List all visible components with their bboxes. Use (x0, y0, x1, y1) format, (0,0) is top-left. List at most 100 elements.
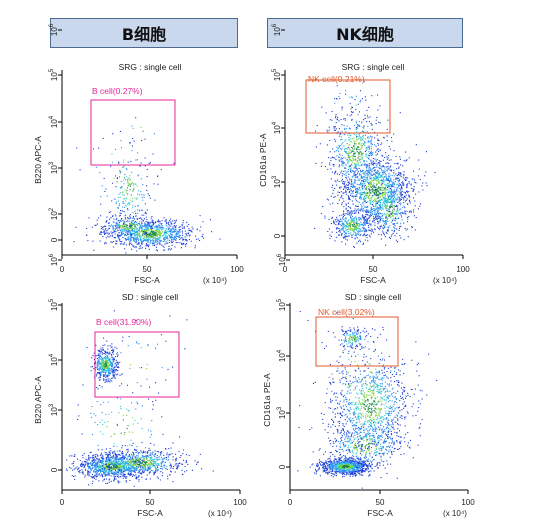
data-point (123, 243, 125, 245)
data-point (189, 234, 191, 236)
data-point (367, 170, 369, 172)
data-point (384, 192, 386, 194)
data-point (100, 228, 102, 230)
data-point (105, 365, 107, 367)
data-point (101, 365, 103, 367)
data-point (377, 220, 379, 222)
data-point (336, 85, 338, 87)
data-point (108, 481, 110, 483)
data-point (123, 233, 125, 235)
data-point (191, 226, 193, 228)
gate-rectangle (305, 79, 391, 134)
data-point (353, 141, 355, 143)
data-point (383, 226, 385, 228)
data-point (98, 217, 100, 219)
data-point (117, 366, 119, 368)
data-point (337, 148, 339, 150)
data-point (118, 232, 120, 234)
data-point (163, 232, 165, 234)
data-point (127, 178, 129, 180)
data-point (373, 177, 375, 179)
data-point (112, 371, 114, 373)
data-point (170, 240, 172, 242)
data-point (116, 369, 118, 371)
data-point (378, 160, 380, 162)
data-point (404, 180, 406, 182)
data-point (392, 209, 394, 211)
data-point (123, 223, 125, 225)
data-point (358, 231, 360, 233)
data-point (352, 225, 354, 227)
data-point (98, 461, 100, 463)
data-point (360, 176, 362, 178)
data-point (363, 175, 365, 177)
data-point (194, 247, 196, 249)
data-point (125, 231, 127, 233)
data-point (98, 463, 100, 465)
data-point (351, 164, 353, 166)
data-point (350, 232, 352, 234)
data-point (350, 134, 352, 136)
data-point (173, 162, 175, 164)
data-point (341, 164, 343, 166)
data-point (343, 183, 345, 185)
data-point (337, 149, 339, 151)
data-point (97, 372, 99, 374)
data-point (96, 362, 98, 364)
data-point (360, 139, 362, 141)
data-point (336, 155, 338, 157)
data-point (413, 188, 415, 190)
data-point (112, 364, 114, 366)
data-point (373, 182, 375, 184)
data-point (390, 184, 392, 186)
data-point (157, 236, 159, 238)
data-point (382, 202, 384, 204)
data-point (383, 233, 385, 235)
data-point (115, 223, 117, 225)
data-point (346, 226, 348, 228)
data-point (394, 228, 396, 230)
data-point (170, 222, 172, 224)
data-point (408, 157, 410, 159)
data-point (157, 237, 159, 239)
data-point (350, 228, 352, 230)
data-point (136, 223, 138, 225)
data-point (97, 358, 99, 360)
data-point (101, 459, 103, 461)
data-point (357, 136, 359, 138)
data-point (167, 237, 169, 239)
data-point (183, 239, 185, 241)
data-point (394, 227, 396, 229)
data-point (105, 358, 107, 360)
data-point (170, 231, 172, 233)
data-point (373, 176, 375, 178)
data-point (371, 229, 373, 231)
data-point (354, 166, 356, 168)
data-point (107, 232, 109, 234)
data-point (158, 228, 160, 230)
data-point (195, 238, 197, 240)
data-point (345, 193, 347, 195)
data-point (382, 155, 384, 157)
data-point (387, 210, 389, 212)
data-point (127, 193, 129, 195)
data-point (124, 248, 126, 250)
data-point (340, 229, 342, 231)
data-point (381, 170, 383, 172)
data-point (76, 147, 78, 149)
data-point (365, 230, 367, 232)
data-point (118, 227, 120, 229)
data-point (385, 216, 387, 218)
data-point (140, 231, 142, 233)
data-point (346, 239, 348, 241)
data-point (356, 190, 358, 192)
data-point (357, 233, 359, 235)
data-point (123, 183, 125, 185)
data-point (402, 184, 404, 186)
data-point (117, 474, 119, 476)
data-point (403, 184, 405, 186)
data-point (355, 192, 357, 194)
data-point (131, 150, 133, 152)
data-point (161, 227, 163, 229)
data-point (112, 353, 114, 355)
